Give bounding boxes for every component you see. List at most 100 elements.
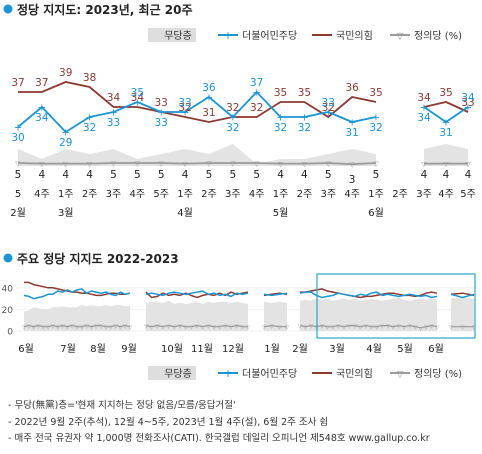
ppp-value-label: 34 bbox=[417, 92, 431, 104]
week-label: 4주 bbox=[249, 189, 265, 200]
week-label: 1주 bbox=[177, 189, 193, 200]
justice-point: ▽ bbox=[63, 161, 69, 169]
justice-line bbox=[263, 324, 287, 328]
justice-value-label: 4 bbox=[182, 169, 189, 181]
ppp-value-label: 35 bbox=[369, 87, 382, 99]
minjoo-point: + bbox=[276, 113, 284, 124]
justice-point: ▽ bbox=[70, 324, 75, 330]
ppp-value-label: 32 bbox=[178, 102, 191, 114]
minjoo-point: + bbox=[38, 103, 46, 114]
justice-value-label: 5 bbox=[158, 169, 165, 181]
minjoo-value-label: 34 bbox=[461, 92, 475, 104]
legend-swatch-nonpartisan bbox=[148, 366, 196, 380]
bottom-legend: 무당층 + 더불어민주당 국민의힘 ▽ 정의당 (%) bbox=[148, 366, 462, 380]
justice-value-label: 4 bbox=[443, 169, 450, 181]
month-label: 7월 bbox=[60, 343, 76, 355]
ppp-value-label: 32 bbox=[226, 102, 239, 114]
minjoo-point: + bbox=[420, 103, 428, 114]
minjoo-line bbox=[145, 290, 249, 298]
bottom-x-axis: 40 20 0 6월 7월 8월 9월 10월 11월 12월 1월 2월 3월 4월 5월 6월 bbox=[2, 284, 444, 355]
ppp-value-label: 34 bbox=[107, 92, 121, 104]
month-label: 8월 bbox=[90, 343, 106, 355]
minjoo-point: + bbox=[14, 123, 22, 134]
minjoo-value-label: 32 bbox=[274, 122, 287, 134]
justice-line bbox=[23, 324, 131, 328]
justice-value-label: 4 bbox=[62, 169, 69, 181]
minjoo-point: + bbox=[229, 113, 237, 124]
y-tick-label: 0 bbox=[7, 328, 13, 338]
legend-swatch-nonpartisan bbox=[148, 28, 196, 42]
justice-point: ▽ bbox=[342, 325, 347, 331]
month-label: 11월 bbox=[191, 343, 213, 355]
footnote-line: - 2022년 9월 2주(추석), 12월 4~5주, 2023년 1월 4주… bbox=[8, 416, 329, 428]
justice-point: ▽ bbox=[223, 324, 228, 330]
minjoo-point: + bbox=[300, 113, 308, 124]
justice-value-label: 5 bbox=[253, 169, 260, 181]
justice-point: ▽ bbox=[285, 325, 290, 331]
justice-value-label: 4 bbox=[39, 169, 46, 181]
justice-point: ▽ bbox=[325, 325, 330, 331]
month-label: 6월 bbox=[18, 343, 34, 355]
justice-point: ▽ bbox=[386, 324, 391, 330]
justice-point: ▽ bbox=[159, 160, 165, 168]
justice-value-label: 5 bbox=[325, 169, 332, 181]
minjoo-value-label: 33 bbox=[178, 97, 191, 109]
minjoo-value-label: 31 bbox=[439, 127, 452, 139]
ppp-line bbox=[300, 288, 438, 299]
minjoo-line bbox=[299, 291, 438, 299]
ppp-line bbox=[145, 291, 249, 299]
justice-point: ▽ bbox=[218, 325, 223, 331]
minjoo-point: + bbox=[62, 128, 70, 139]
justice-point: ▽ bbox=[375, 325, 380, 331]
minjoo-value-label: 37 bbox=[250, 77, 263, 89]
justice-point: ▽ bbox=[303, 325, 308, 331]
month-label: 2월 bbox=[10, 207, 26, 219]
justice-value-label: 5 bbox=[229, 169, 236, 181]
justice-point: ▽ bbox=[150, 325, 155, 331]
justice-point: ▽ bbox=[418, 326, 423, 332]
legend-triangle-icon: ▽ bbox=[397, 370, 404, 380]
justice-value-label: 4 bbox=[421, 169, 428, 181]
justice-point: ▽ bbox=[27, 324, 32, 330]
week-label: 3주 bbox=[225, 189, 241, 200]
justice-point: ▽ bbox=[278, 161, 284, 169]
justice-point: ▽ bbox=[206, 324, 211, 330]
nonpartisan-area bbox=[146, 300, 248, 331]
justice-point: ▽ bbox=[155, 324, 160, 330]
minjoo-point: + bbox=[205, 93, 213, 104]
justice-point: ▽ bbox=[397, 324, 402, 330]
ppp-value-label: 39 bbox=[59, 67, 72, 79]
minjoo-point: + bbox=[348, 118, 356, 129]
week-label: 1주 bbox=[58, 189, 74, 200]
minjoo-line bbox=[263, 292, 288, 297]
minjoo-value-label: 34 bbox=[417, 112, 431, 124]
minjoo-line bbox=[23, 288, 131, 300]
bottom-chart-title: 주요 정당 지지도 2022-2023 bbox=[17, 251, 179, 266]
justice-point: ▽ bbox=[465, 161, 471, 169]
justice-point: ▽ bbox=[46, 325, 51, 331]
justice-point: ▽ bbox=[144, 324, 149, 330]
minjoo-point: + bbox=[324, 108, 332, 119]
minjoo-point: + bbox=[85, 113, 93, 124]
justice-point: ▽ bbox=[407, 324, 412, 330]
week-label: 5주 bbox=[153, 189, 169, 200]
month-label: 1월 bbox=[264, 343, 280, 355]
justice-point: ▽ bbox=[184, 325, 189, 331]
footnote-line: - 무당(無黨)층='현재 지지하는 정당 없음/모름/응답거절' bbox=[8, 400, 236, 411]
justice-value-label: 4 bbox=[86, 169, 93, 181]
minjoo-point: + bbox=[181, 108, 189, 119]
month-label: 4월 bbox=[177, 207, 193, 219]
minjoo-value-label: 34 bbox=[35, 112, 49, 124]
justice-point: ▽ bbox=[80, 325, 85, 331]
legend-label: 더불어민주당 bbox=[242, 30, 297, 42]
legend-plus-icon: + bbox=[223, 367, 232, 380]
ppp-line bbox=[24, 281, 131, 297]
legend-label: 국민의힘 bbox=[336, 30, 373, 42]
ppp-value-label: 33 bbox=[461, 97, 474, 109]
justice-point: ▽ bbox=[402, 325, 407, 331]
week-label: 2주 bbox=[201, 189, 217, 200]
justice-point: ▽ bbox=[391, 325, 396, 331]
legend-label: 정의당 (%) bbox=[414, 30, 462, 42]
justice-point: ▽ bbox=[201, 325, 206, 331]
justice-point: ▽ bbox=[161, 325, 166, 331]
